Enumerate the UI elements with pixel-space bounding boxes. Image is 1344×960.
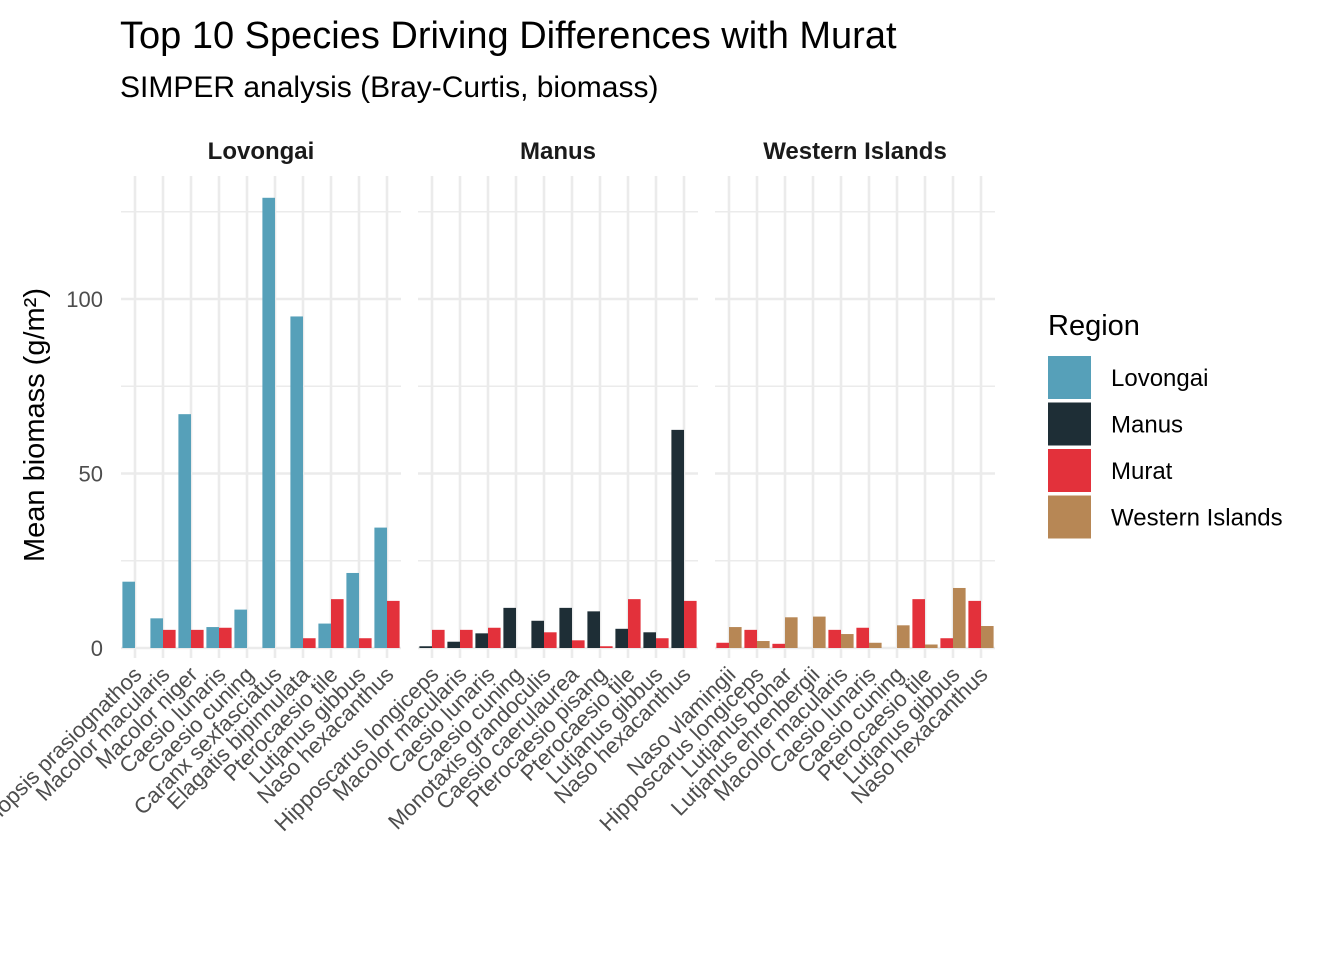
legend-swatch <box>1048 449 1091 492</box>
bar-lovongai <box>318 623 331 648</box>
legend-swatch <box>1048 495 1091 539</box>
y-tick-label: 50 <box>79 462 103 487</box>
bar-manus <box>643 632 656 648</box>
bar-murat <box>968 600 981 648</box>
bar-murat <box>684 600 697 648</box>
bar-murat <box>387 600 400 648</box>
bar-manus <box>447 641 460 648</box>
legend: Region Lovongai Manus Murat Western Islands <box>1048 310 1283 539</box>
bar-murat <box>940 638 953 648</box>
bar-western-islands <box>785 617 798 648</box>
bar-western-islands <box>897 625 910 648</box>
y-axis-label: Mean biomass (g/m²) <box>19 288 51 562</box>
legend-label: Lovongai <box>1111 365 1208 392</box>
bar-western-islands <box>757 641 770 648</box>
bar-western-islands <box>729 627 742 648</box>
bar-western-islands <box>925 644 938 648</box>
bar-murat <box>303 638 316 648</box>
bar-murat <box>744 629 757 648</box>
y-tick-label: 100 <box>66 287 103 312</box>
bar-lovongai <box>206 627 219 648</box>
legend-swatch <box>1048 356 1091 399</box>
bar-lovongai <box>374 527 387 648</box>
bar-lovongai <box>178 414 191 648</box>
bar-lovongai <box>290 316 303 648</box>
legend-label: Manus <box>1111 412 1183 439</box>
bar-murat <box>828 629 841 648</box>
legend-label: Murat <box>1111 458 1173 485</box>
bar-murat <box>912 599 925 648</box>
bar-manus <box>475 633 488 648</box>
bar-western-islands <box>813 616 826 648</box>
facet-strip-label: Western Islands <box>763 138 947 165</box>
bar-murat <box>432 629 445 648</box>
bar-western-islands <box>953 587 966 648</box>
bar-murat <box>716 642 729 648</box>
bar-murat <box>628 599 641 648</box>
bar-manus <box>615 628 628 648</box>
bar-manus <box>503 607 516 648</box>
bar-murat <box>359 638 372 648</box>
bar-lovongai <box>150 618 163 648</box>
bar-lovongai <box>346 572 359 648</box>
chart-subtitle: SIMPER analysis (Bray-Curtis, biomass) <box>120 71 658 104</box>
legend-swatch <box>1048 402 1091 446</box>
bar-murat <box>219 627 232 648</box>
legend-label: Western Islands <box>1111 505 1283 532</box>
bar-lovongai <box>122 581 135 648</box>
bar-murat <box>460 629 473 648</box>
bar-lovongai <box>234 609 247 648</box>
y-tick-label: 0 <box>91 636 103 661</box>
bar-manus <box>587 611 600 648</box>
legend-title: Region <box>1048 310 1140 342</box>
bar-murat <box>331 599 344 648</box>
facet-strip-label: Manus <box>520 138 596 165</box>
bar-murat <box>856 627 869 648</box>
bar-murat <box>600 646 613 648</box>
bar-manus <box>531 620 544 648</box>
bar-manus <box>419 646 432 648</box>
bar-murat <box>572 640 585 648</box>
bar-western-islands <box>869 642 882 648</box>
bar-western-islands <box>981 626 994 648</box>
bar-manus <box>671 429 684 648</box>
bar-murat <box>656 638 669 648</box>
bar-manus <box>559 607 572 648</box>
bar-murat <box>772 643 785 648</box>
bar-lovongai <box>262 197 275 649</box>
bar-murat <box>544 632 557 648</box>
chart-title: Top 10 Species Driving Differences with … <box>120 15 897 57</box>
bar-murat <box>488 627 501 648</box>
bar-murat <box>191 629 204 648</box>
bar-murat <box>163 629 176 648</box>
facet-strip-label: Lovongai <box>208 138 315 165</box>
bar-western-islands <box>841 634 854 648</box>
